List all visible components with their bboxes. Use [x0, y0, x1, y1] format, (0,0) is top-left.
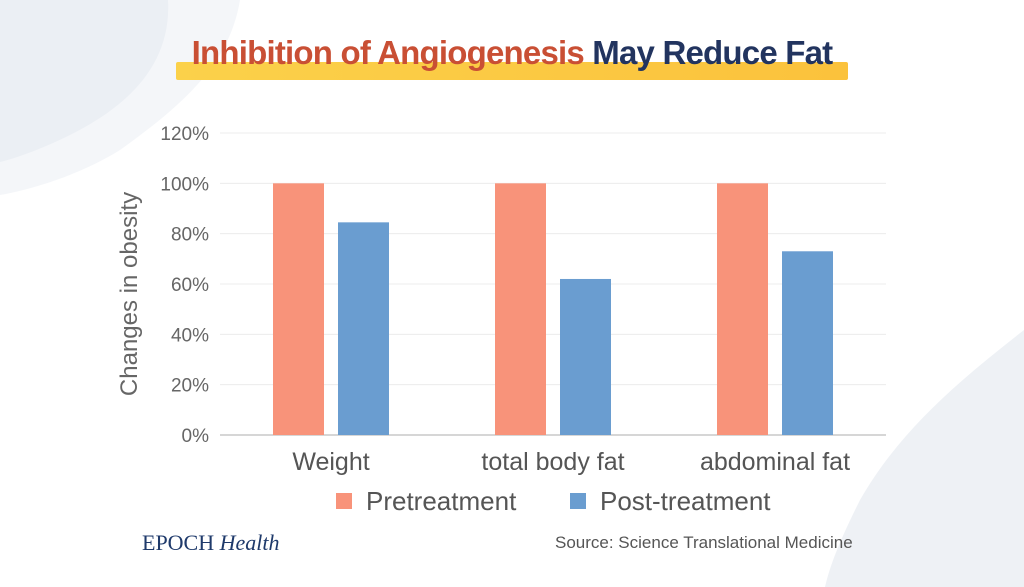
brand-sub: Health — [219, 530, 280, 555]
y-tick-label: 80% — [171, 225, 209, 246]
legend-swatch-pretreatment — [336, 493, 352, 509]
bar-pretreatment — [273, 183, 324, 435]
brand-logo: EPOCH Health — [142, 530, 280, 556]
legend-label-post-treatment: Post-treatment — [600, 485, 771, 516]
legend-item-pretreatment: Pretreatment — [336, 486, 516, 516]
top-left-blob-light — [0, 0, 240, 195]
legend-swatch-post-treatment — [570, 493, 586, 509]
y-tick-label: 100% — [160, 174, 209, 195]
y-tick-label: 40% — [171, 325, 209, 346]
y-tick-label: 60% — [171, 275, 209, 296]
source-note: Source: Science Translational Medicine — [555, 533, 853, 552]
bar-pretreatment — [717, 183, 768, 435]
brand-main: EPOCH — [142, 530, 215, 555]
bar-pretreatment — [495, 183, 546, 435]
y-tick-label: 20% — [171, 376, 209, 397]
bar-post-treatment — [782, 251, 833, 435]
legend-item-post-treatment: Post-treatment — [570, 486, 771, 516]
title-part-2: May Reduce Fat — [592, 34, 833, 71]
title-highlight-bar — [176, 62, 848, 80]
y-tick-label: 120% — [160, 124, 209, 145]
chart-title: Inhibition of Angiogenesis May Reduce Fa… — [176, 28, 848, 88]
bar-post-treatment — [338, 222, 389, 435]
bar-post-treatment — [560, 278, 611, 435]
title-text: Inhibition of Angiogenesis May Reduce Fa… — [176, 34, 848, 72]
y-axis-title: Changes in obesity — [116, 192, 143, 396]
x-category-label: total body fat — [481, 448, 624, 476]
y-tick-label: 0% — [182, 426, 210, 447]
legend-label-pretreatment: Pretreatment — [366, 485, 517, 516]
x-category-label: abdominal fat — [700, 448, 850, 476]
bottom-right-blob — [825, 330, 1024, 587]
x-category-label: Weight — [292, 448, 369, 476]
title-part-1: Inhibition of Angiogenesis — [191, 34, 585, 71]
